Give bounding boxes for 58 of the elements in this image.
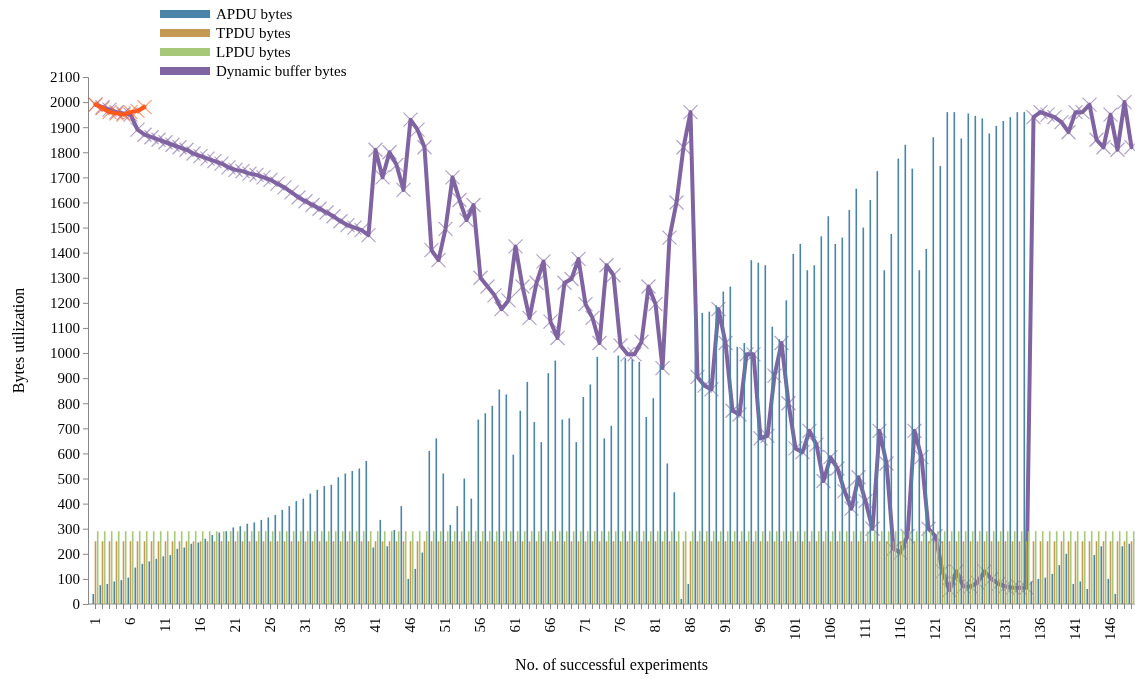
x-tick-label: 16 [192,617,209,633]
y-tick-label: 1200 [50,295,80,312]
x-tick-label: 61 [507,617,524,633]
x-tick-label: 146 [1102,617,1119,640]
x-tick-label: 141 [1067,617,1084,640]
x-tick-label: 86 [682,617,699,633]
y-tick-label: 300 [57,521,80,538]
x-tick-label: 66 [542,617,559,633]
x-tick-label: 101 [787,617,804,640]
y-tick-label: 800 [57,395,80,412]
y-tick-label: 1400 [50,244,80,261]
x-tick-label: 96 [752,617,769,633]
y-axis-title: Bytes utilization [10,287,28,394]
y-tick-label: 1100 [50,320,80,337]
y-tick-label: 500 [57,470,80,487]
y-tick-label: 200 [57,546,80,563]
y-tick-label: 1700 [50,169,80,186]
y-tick-label: 1000 [50,345,80,362]
y-tick-label: 2000 [50,94,80,111]
x-tick-label: 41 [367,617,384,633]
x-tick-label: 116 [892,617,909,640]
x-tick-label: 31 [297,617,314,633]
y-tick-label: 700 [57,420,80,437]
y-tick-label: 0 [72,596,80,613]
x-tick-label: 126 [962,617,979,640]
x-tick-label: 21 [227,617,244,633]
legend-label: APDU bytes [216,6,293,22]
y-tick-label: 1300 [50,270,80,287]
x-tick-label: 81 [647,617,664,633]
y-tick-label: 400 [57,495,80,512]
legend-label: Dynamic buffer bytes [216,63,347,79]
legend-label: LPDU bytes [216,44,291,60]
x-tick-label: 131 [997,617,1014,640]
x-tick-label: 46 [402,617,419,633]
x-tick-label: 136 [1032,617,1049,640]
y-tick-label: 900 [57,370,80,387]
x-tick-label: 121 [927,617,944,640]
x-tick-label: 6 [122,617,139,625]
x-tick-label: 106 [822,617,839,640]
x-tick-label: 71 [577,617,594,633]
x-tick-label: 111 [857,617,874,639]
x-axis-title: No. of successful experiments [515,656,708,674]
y-tick-label: 1900 [50,119,80,136]
y-tick-label: 1800 [50,144,80,161]
y-tick-label: 100 [57,571,80,588]
y-tick-label: 2100 [50,69,80,86]
x-tick-label: 11 [157,617,174,632]
y-tick-label: 600 [57,445,80,462]
x-tick-label: 76 [612,617,629,633]
legend-label: TPDU bytes [216,25,291,41]
y-tick-label: 1500 [50,219,80,236]
x-tick-label: 91 [717,617,734,633]
x-tick-label: 26 [262,617,279,633]
x-tick-label: 51 [437,617,454,633]
x-tick-label: 36 [332,617,349,633]
x-tick-label: 56 [472,617,489,633]
y-tick-label: 1600 [50,194,80,211]
x-tick-label: 1 [87,617,104,625]
